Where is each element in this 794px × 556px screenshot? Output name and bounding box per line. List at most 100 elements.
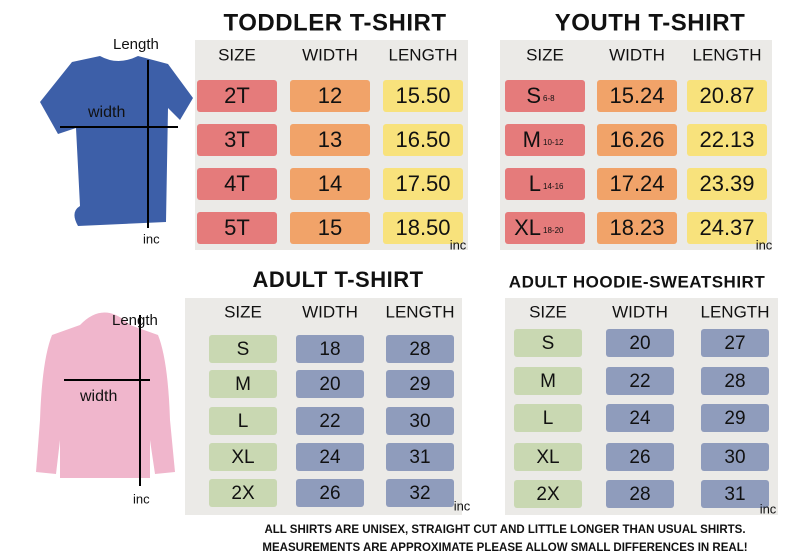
age-range: 10-12 bbox=[543, 138, 564, 147]
table-cell: XL bbox=[514, 215, 541, 240]
cell-box bbox=[597, 80, 677, 112]
cell-box bbox=[296, 370, 364, 398]
table-cell: 3T bbox=[224, 127, 250, 152]
cell-box bbox=[290, 124, 370, 156]
age-range: 18-20 bbox=[543, 226, 564, 235]
table-cell: 28 bbox=[629, 484, 650, 505]
cell-box bbox=[606, 329, 674, 357]
column-header: SIZE bbox=[529, 302, 567, 321]
cell-box bbox=[209, 443, 277, 471]
table-cell: 17.50 bbox=[395, 171, 450, 196]
cell-box bbox=[687, 80, 767, 112]
column-header: LENGTH bbox=[389, 45, 458, 64]
cell-box bbox=[687, 168, 767, 200]
table-cell: L bbox=[529, 171, 541, 196]
cell-box bbox=[296, 407, 364, 435]
table-cell: 31 bbox=[724, 484, 745, 505]
table-cell: 22 bbox=[629, 371, 650, 392]
table-cell: M bbox=[235, 374, 251, 395]
table-cell: 22 bbox=[319, 411, 340, 432]
cell-box bbox=[383, 212, 463, 244]
cell-box bbox=[514, 480, 582, 508]
age-range: 14-16 bbox=[543, 182, 564, 191]
table-cell: 27 bbox=[724, 333, 745, 354]
table-cell: S bbox=[237, 339, 250, 360]
table-cell: 16.26 bbox=[609, 127, 664, 152]
cell-box bbox=[514, 404, 582, 432]
table-cell: 24 bbox=[319, 447, 341, 468]
footer-note: MEASUREMENTS ARE APPROXIMATE PLEASE ALLO… bbox=[262, 542, 747, 554]
table-cell: 24.37 bbox=[699, 215, 754, 240]
table-cell: 5T bbox=[224, 215, 250, 240]
footer-note: ALL SHIRTS ARE UNISEX, STRAIGHT CUT AND … bbox=[264, 524, 745, 536]
cell-box bbox=[197, 212, 277, 244]
tee-shape bbox=[40, 56, 193, 226]
cell-box bbox=[386, 335, 454, 363]
cell-box bbox=[606, 480, 674, 508]
table-title: ADULT T-SHIRT bbox=[252, 267, 423, 292]
table-cell: 18.23 bbox=[609, 215, 664, 240]
column-header: WIDTH bbox=[609, 45, 665, 64]
table-cell: 20.87 bbox=[699, 83, 754, 108]
cell-box bbox=[197, 124, 277, 156]
cell-box bbox=[386, 443, 454, 471]
tee-unit-label: inc bbox=[143, 231, 160, 246]
unit-label: inc bbox=[756, 237, 773, 252]
cell-box bbox=[296, 479, 364, 507]
cell-box bbox=[209, 407, 277, 435]
cell-box bbox=[290, 168, 370, 200]
table-cell: M bbox=[540, 371, 556, 392]
age-range: 6-8 bbox=[543, 94, 555, 103]
cell-box bbox=[296, 443, 364, 471]
cell-box bbox=[701, 329, 769, 357]
column-header: SIZE bbox=[218, 45, 256, 64]
column-header: LENGTH bbox=[386, 302, 455, 321]
cell-box bbox=[606, 443, 674, 471]
table-cell: 31 bbox=[409, 447, 430, 468]
cell-box bbox=[296, 335, 364, 363]
cell-box bbox=[514, 367, 582, 395]
table-cell: 26 bbox=[319, 483, 340, 504]
table-cell: XL bbox=[231, 447, 254, 468]
cell-box bbox=[505, 124, 585, 156]
table-cell: 4T bbox=[224, 171, 250, 196]
table-cell: 20 bbox=[629, 333, 650, 354]
table-cell: 26 bbox=[629, 447, 650, 468]
column-header: WIDTH bbox=[612, 302, 668, 321]
cell-box bbox=[290, 80, 370, 112]
cell-box bbox=[290, 212, 370, 244]
table-cell: 13 bbox=[318, 127, 342, 152]
table-cell: 20 bbox=[319, 374, 340, 395]
cell-box bbox=[209, 335, 277, 363]
cell-box bbox=[383, 124, 463, 156]
cell-box bbox=[209, 479, 277, 507]
table-cell: 24 bbox=[629, 408, 651, 429]
table-title: ADULT HOODIE-SWEATSHIRT bbox=[509, 272, 766, 291]
table-title: YOUTH T-SHIRT bbox=[555, 9, 746, 36]
table-cell: L bbox=[543, 408, 554, 429]
table-cell: XL bbox=[536, 447, 559, 468]
cell-box bbox=[701, 367, 769, 395]
table-cell: 2X bbox=[231, 483, 255, 504]
cell-box bbox=[505, 212, 585, 244]
table-cell: 14 bbox=[318, 171, 342, 196]
table-cell: 29 bbox=[724, 408, 745, 429]
tee-width-label: width bbox=[87, 104, 125, 121]
cell-box bbox=[701, 443, 769, 471]
column-header: WIDTH bbox=[302, 302, 358, 321]
column-header: LENGTH bbox=[693, 45, 762, 64]
table-cell: 23.39 bbox=[699, 171, 754, 196]
hoodie-width-label: width bbox=[79, 388, 117, 405]
table-cell: 18 bbox=[319, 339, 340, 360]
unit-label: inc bbox=[454, 498, 471, 513]
unit-label: inc bbox=[450, 237, 467, 252]
table-cell: 28 bbox=[409, 339, 430, 360]
cell-box bbox=[514, 329, 582, 357]
cell-box bbox=[386, 479, 454, 507]
cell-box bbox=[514, 443, 582, 471]
table-cell: 15.50 bbox=[395, 83, 450, 108]
table-cell: 30 bbox=[724, 447, 745, 468]
tee-illustration bbox=[40, 56, 193, 228]
tee-length-label: Length bbox=[113, 36, 159, 53]
